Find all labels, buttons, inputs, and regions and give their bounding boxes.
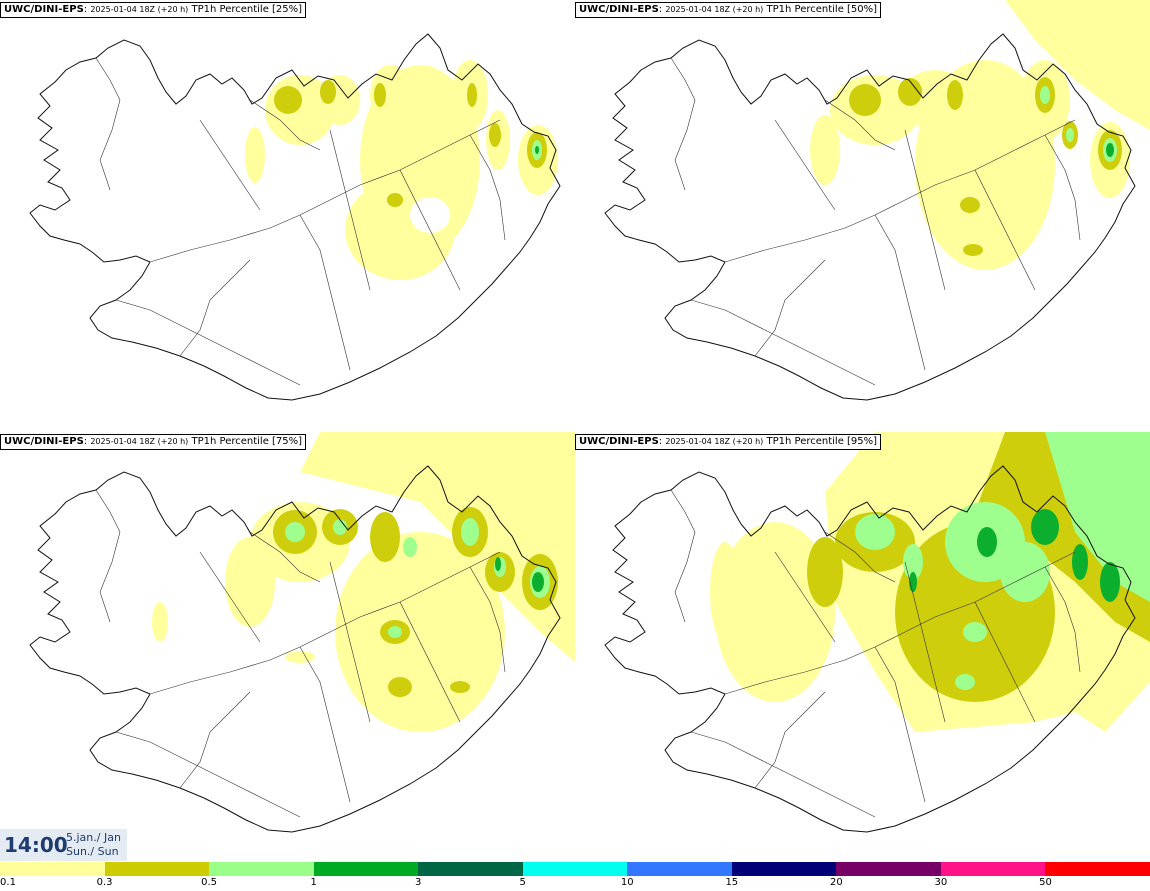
date-line-2: Sun./ Sun [66, 845, 119, 858]
colorbar-tick-label: 0.3 [96, 877, 113, 888]
precip-map [29, 432, 575, 833]
precip-contours [810, 0, 1150, 270]
field-label: TP1h Percentile [95%] [766, 436, 878, 447]
colorbar-tick-label: 50 [1039, 877, 1052, 888]
run-label: 2025-01-04 18Z (+20 h) [665, 5, 764, 14]
precip-contours [152, 432, 575, 732]
run-label: 2025-01-04 18Z (+20 h) [665, 437, 764, 446]
colorbar-swatch [836, 862, 941, 876]
colorbar-swatch [940, 862, 1046, 876]
model-label: UWC/DINI-EPS [4, 436, 84, 447]
precip-contours [710, 432, 1150, 732]
colorbar-tick-label: 5 [519, 877, 526, 888]
model-label: UWC/DINI-EPS [579, 4, 659, 15]
precip-map [604, 0, 1150, 401]
colorbar-swatch [731, 862, 837, 876]
map-panel-95: UWC/DINI-EPS: 2025-01-04 18Z (+20 h) TP1… [575, 432, 1150, 864]
precip-map [29, 33, 561, 401]
colorbar-swatch [209, 862, 314, 876]
date-line-1: 5.jan./ Jan [66, 831, 121, 844]
colorbar-tick-label: 15 [725, 877, 739, 888]
colorbar-ticks: 0.1 0.3 0.5 1 3 5 10 15 20 30 50 [0, 877, 1150, 891]
colorbar-tick-label: 3 [414, 877, 422, 888]
colorbar-tick-label: 1 [310, 877, 317, 888]
precip-colorbar [0, 862, 1150, 876]
map-panel-50: UWC/DINI-EPS: 2025-01-04 18Z (+20 h) TP1… [575, 0, 1150, 432]
model-label: UWC/DINI-EPS [4, 4, 84, 15]
field-label: TP1h Percentile [75%] [191, 436, 303, 447]
colorbar-tick-label: 0.5 [201, 877, 218, 888]
colorbar-swatch [0, 862, 105, 876]
run-label: 2025-01-04 18Z (+20 h) [90, 437, 189, 446]
field-label: TP1h Percentile [50%] [766, 4, 878, 15]
precip-map [604, 432, 1150, 833]
colorbar-swatch [522, 862, 628, 876]
colorbar-swatch [627, 862, 732, 876]
valid-time-clock: 14:00 [4, 833, 68, 857]
panel-title: UWC/DINI-EPS: 2025-01-04 18Z (+20 h) TP1… [575, 2, 882, 18]
panel-title: UWC/DINI-EPS: 2025-01-04 18Z (+20 h) TP1… [575, 434, 882, 450]
colorbar-tick-label: 30 [934, 877, 948, 888]
colorbar-tick-label: 20 [829, 877, 843, 888]
precip-contours [245, 60, 558, 280]
colorbar-swatch [313, 862, 419, 876]
colorbar-tick-label: 10 [620, 877, 634, 888]
map-panel-25: UWC/DINI-EPS: 2025-01-04 18Z (+20 h) TP1… [0, 0, 575, 432]
model-label: UWC/DINI-EPS [579, 436, 659, 447]
valid-time-box: 14:00 5.jan./ Jan Sun./ Sun [0, 829, 127, 861]
colorbar-swatch [418, 862, 523, 876]
colorbar-swatch [104, 862, 210, 876]
map-panel-75: UWC/DINI-EPS: 2025-01-04 18Z (+20 h) TP1… [0, 432, 575, 864]
field-label: TP1h Percentile [25%] [191, 4, 303, 15]
run-label: 2025-01-04 18Z (+20 h) [90, 5, 189, 14]
valid-time-date: 5.jan./ Jan Sun./ Sun [66, 831, 121, 859]
panel-title: UWC/DINI-EPS: 2025-01-04 18Z (+20 h) TP1… [0, 2, 307, 18]
panel-title: UWC/DINI-EPS: 2025-01-04 18Z (+20 h) TP1… [0, 434, 307, 450]
colorbar-swatch [1045, 862, 1150, 876]
colorbar-tick-label: 0.1 [0, 877, 16, 888]
